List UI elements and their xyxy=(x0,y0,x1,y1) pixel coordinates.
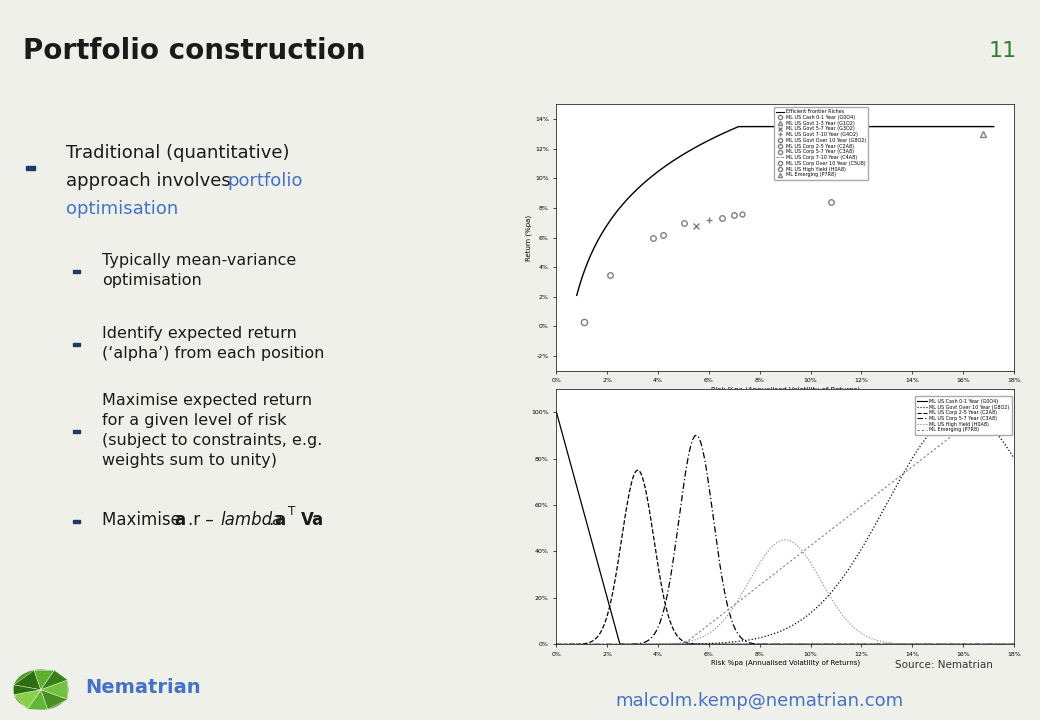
ML US Govt Over 10 Year (G8O2) xyxy=(926,427,938,436)
ML US Corp 2-5 Year (C2A8) xyxy=(631,466,644,474)
Text: Nematrian: Nematrian xyxy=(85,678,201,697)
ML US Corp 2-5 Year (C2A8) xyxy=(1008,640,1020,649)
Text: malcolm.kemp@nematrian.com: malcolm.kemp@nematrian.com xyxy=(615,691,904,710)
ML US Cash 0-1 Year (G0O4) xyxy=(1008,640,1020,649)
Polygon shape xyxy=(41,690,68,709)
ML US Corp 5-7 Year (C3A8) xyxy=(799,640,811,649)
Line: ML US High Yield (H0A8): ML US High Yield (H0A8) xyxy=(556,540,1014,644)
Bar xyxy=(26,166,34,170)
Polygon shape xyxy=(41,670,68,690)
ML US Cash 0-1 Year (G0O4) xyxy=(927,640,939,649)
Text: Identify expected return
(‘alpha’) from each position: Identify expected return (‘alpha’) from … xyxy=(102,326,324,361)
ML US Govt Over 10 Year (G8O2) xyxy=(550,640,563,649)
Text: Va: Va xyxy=(301,511,323,529)
Text: optimisation: optimisation xyxy=(66,199,178,217)
Line: ML US Cash 0-1 Year (G0O4): ML US Cash 0-1 Year (G0O4) xyxy=(556,412,1014,644)
ML Emerging (P7R8) xyxy=(771,568,783,577)
Line: ML US Govt Over 10 Year (G8O2): ML US Govt Over 10 Year (G8O2) xyxy=(556,412,1014,644)
ML US Corp 2-5 Year (C2A8) xyxy=(550,640,563,649)
Polygon shape xyxy=(27,690,48,709)
Text: Maximise: Maximise xyxy=(102,511,186,529)
Text: Portfolio construction: Portfolio construction xyxy=(23,37,365,65)
Text: T: T xyxy=(288,505,295,518)
ML US Corp 2-5 Year (C2A8) xyxy=(772,640,784,649)
Text: .r –: .r – xyxy=(188,511,219,529)
ML Emerging (P7R8) xyxy=(768,570,780,579)
ML US Cash 0-1 Year (G0O4) xyxy=(615,640,627,649)
ML US Corp 2-5 Year (C2A8) xyxy=(824,640,836,649)
ML Emerging (P7R8) xyxy=(1008,408,1020,416)
ML US High Yield (H0A8) xyxy=(768,541,780,549)
Text: Traditional (quantitative): Traditional (quantitative) xyxy=(66,143,289,161)
ML US Cash 0-1 Year (G0O4) xyxy=(550,408,563,416)
ML US High Yield (H0A8) xyxy=(927,640,939,649)
ML US Govt Over 10 Year (G8O2) xyxy=(823,591,835,600)
ML US Corp 2-5 Year (C2A8) xyxy=(769,640,781,649)
ML US High Yield (H0A8) xyxy=(799,550,811,559)
ML US Govt Over 10 Year (G8O2) xyxy=(997,438,1010,447)
ML US Cash 0-1 Year (G0O4) xyxy=(769,640,781,649)
ML US Corp 5-7 Year (C3A8) xyxy=(769,640,781,649)
ML US High Yield (H0A8) xyxy=(779,536,791,544)
ML US Cash 0-1 Year (G0O4) xyxy=(824,640,836,649)
ML US Corp 5-7 Year (C3A8) xyxy=(690,431,702,440)
Line: ML Emerging (P7R8): ML Emerging (P7R8) xyxy=(556,412,1014,644)
Polygon shape xyxy=(41,680,68,700)
ML Emerging (P7R8) xyxy=(550,640,563,649)
Line: ML US Corp 5-7 Year (C3A8): ML US Corp 5-7 Year (C3A8) xyxy=(556,436,1014,644)
ML US Govt Over 10 Year (G8O2) xyxy=(768,629,780,638)
Text: Source: Nematrian: Source: Nematrian xyxy=(895,660,993,670)
Bar xyxy=(73,343,80,346)
X-axis label: Risk %pa (Annualised Volatility of Returns): Risk %pa (Annualised Volatility of Retur… xyxy=(710,386,860,392)
Circle shape xyxy=(14,670,68,709)
ML US Corp 5-7 Year (C3A8) xyxy=(772,640,784,649)
ML US Corp 2-5 Year (C2A8) xyxy=(927,640,939,649)
ML Emerging (P7R8) xyxy=(997,408,1010,416)
X-axis label: Risk %pa (Annualised Volatility of Returns): Risk %pa (Annualised Volatility of Retur… xyxy=(710,660,860,666)
ML Emerging (P7R8) xyxy=(823,527,835,536)
Polygon shape xyxy=(14,690,41,709)
ML US High Yield (H0A8) xyxy=(997,640,1010,649)
Bar xyxy=(73,270,80,274)
ML Emerging (P7R8) xyxy=(926,447,938,456)
ML US Cash 0-1 Year (G0O4) xyxy=(772,640,784,649)
Text: a: a xyxy=(275,511,286,529)
ML US Corp 5-7 Year (C3A8) xyxy=(824,640,836,649)
Bar xyxy=(73,430,80,433)
Text: approach involves: approach involves xyxy=(66,171,236,189)
ML US Corp 5-7 Year (C3A8) xyxy=(1008,640,1020,649)
ML US Cash 0-1 Year (G0O4) xyxy=(997,640,1010,649)
ML US High Yield (H0A8) xyxy=(824,591,836,600)
Y-axis label: Return (%pa): Return (%pa) xyxy=(525,215,532,261)
ML US Corp 2-5 Year (C2A8) xyxy=(799,640,811,649)
Legend: Efficient Frontier Riches, ML US Cash 0-1 Year (G0O4), ML US Govt 1-3 Year (G1O2: Efficient Frontier Riches, ML US Cash 0-… xyxy=(774,107,868,180)
Text: Typically mean-variance
optimisation: Typically mean-variance optimisation xyxy=(102,253,296,288)
ML US Corp 5-7 Year (C3A8) xyxy=(927,640,939,649)
ML US Govt Over 10 Year (G8O2) xyxy=(958,408,970,416)
Line: ML US Corp 2-5 Year (C2A8): ML US Corp 2-5 Year (C2A8) xyxy=(556,470,1014,644)
Legend: ML US Cash 0-1 Year (G0O4), ML US Govt Over 10 Year (G8O2), ML US Corp 2-5 Year : ML US Cash 0-1 Year (G0O4), ML US Govt O… xyxy=(915,396,1012,435)
ML US Govt Over 10 Year (G8O2) xyxy=(771,629,783,637)
Text: portfolio: portfolio xyxy=(228,171,304,189)
Polygon shape xyxy=(34,670,54,690)
Text: Maximise expected return
for a given level of risk
(subject to constraints, e.g.: Maximise expected return for a given lev… xyxy=(102,393,322,468)
Text: .: . xyxy=(268,511,274,529)
ML Emerging (P7R8) xyxy=(798,546,810,555)
ML US Cash 0-1 Year (G0O4) xyxy=(799,640,811,649)
Bar xyxy=(73,520,80,523)
Polygon shape xyxy=(14,670,41,690)
ML US Corp 2-5 Year (C2A8) xyxy=(997,640,1010,649)
Polygon shape xyxy=(14,685,41,695)
ML US Corp 5-7 Year (C3A8) xyxy=(550,640,563,649)
ML Emerging (P7R8) xyxy=(977,408,989,416)
ML US High Yield (H0A8) xyxy=(550,640,563,649)
Text: lambda: lambda xyxy=(220,511,283,529)
Text: 11: 11 xyxy=(989,41,1017,61)
Text: a: a xyxy=(175,511,186,529)
ML US High Yield (H0A8) xyxy=(771,539,783,547)
ML US Govt Over 10 Year (G8O2) xyxy=(798,613,810,622)
ML US High Yield (H0A8) xyxy=(1008,640,1020,649)
ML US Govt Over 10 Year (G8O2) xyxy=(1008,454,1020,463)
ML US Corp 5-7 Year (C3A8) xyxy=(997,640,1010,649)
